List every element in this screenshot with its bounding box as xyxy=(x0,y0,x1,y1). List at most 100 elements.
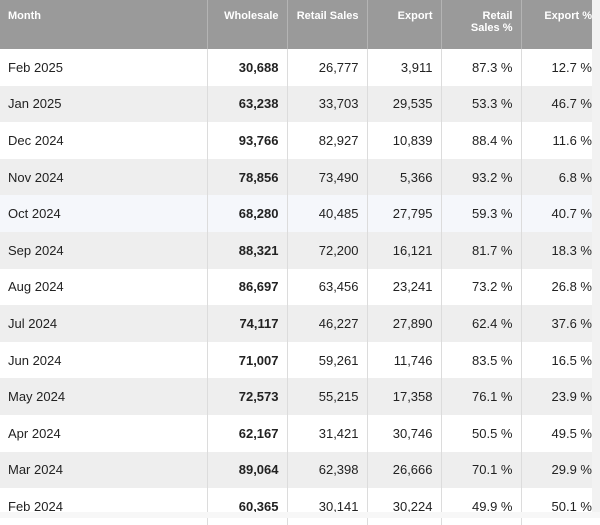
table-row: Mar 2024 89,064 62,398 26,666 70.1 % 29.… xyxy=(0,451,600,489)
export-cell: 11,746 xyxy=(366,341,441,379)
export-cell: 26,666 xyxy=(366,451,441,489)
export-pct-cell: 16.5 % xyxy=(520,341,600,379)
export-pct-cell: 46.7 % xyxy=(520,85,600,123)
month-cell: Jul 2024 xyxy=(0,305,207,342)
retail-pct-cell: 50.5 % xyxy=(440,414,521,452)
table-row: Sep 2024 88,321 72,200 16,121 81.7 % 18.… xyxy=(0,231,600,269)
export-pct-cell: 6.8 % xyxy=(520,158,600,196)
export-cell: 30,224 xyxy=(366,488,441,525)
retail-pct-cell: 83.5 % xyxy=(440,341,521,379)
table-row: Nov 2024 78,856 73,490 5,366 93.2 % 6.8 … xyxy=(0,158,600,196)
wholesale-cell: 60,365 xyxy=(206,488,287,525)
table-row: Apr 2024 62,167 31,421 30,746 50.5 % 49.… xyxy=(0,414,600,452)
table-row: Feb 2024 60,365 30,141 30,224 49.9 % 50.… xyxy=(0,488,600,525)
export-pct-cell: 29.9 % xyxy=(520,451,600,489)
retail-pct-cell: 53.3 % xyxy=(440,85,521,123)
retail-pct-cell: 49.9 % xyxy=(440,488,521,525)
retail-pct-cell: 87.3 % xyxy=(440,49,521,86)
wholesale-cell: 68,280 xyxy=(206,195,287,232)
column-header-export[interactable]: Export xyxy=(366,0,441,49)
month-cell: Jan 2025 xyxy=(0,85,207,123)
retail-cell: 46,227 xyxy=(286,305,367,342)
month-cell: Oct 2024 xyxy=(0,195,207,232)
retail-cell: 55,215 xyxy=(286,378,367,415)
retail-pct-cell: 59.3 % xyxy=(440,195,521,232)
retail-cell: 31,421 xyxy=(286,414,367,452)
wholesale-cell: 93,766 xyxy=(206,122,287,159)
table-row: May 2024 72,573 55,215 17,358 76.1 % 23.… xyxy=(0,378,600,415)
export-pct-cell: 18.3 % xyxy=(520,231,600,269)
month-cell: Sep 2024 xyxy=(0,231,207,269)
retail-cell: 33,703 xyxy=(286,85,367,123)
column-header-month[interactable]: Month xyxy=(0,0,207,49)
table-row: Aug 2024 86,697 63,456 23,241 73.2 % 26.… xyxy=(0,268,600,306)
wholesale-cell: 72,573 xyxy=(206,378,287,415)
retail-pct-cell: 93.2 % xyxy=(440,158,521,196)
month-cell: Mar 2024 xyxy=(0,451,207,489)
wholesale-cell: 88,321 xyxy=(206,231,287,269)
scrollbar-track[interactable] xyxy=(592,0,600,518)
month-cell: Feb 2025 xyxy=(0,49,207,86)
retail-pct-cell: 88.4 % xyxy=(440,122,521,159)
retail-cell: 26,777 xyxy=(286,49,367,86)
export-cell: 23,241 xyxy=(366,268,441,306)
retail-cell: 40,485 xyxy=(286,195,367,232)
export-cell: 30,746 xyxy=(366,414,441,452)
export-pct-cell: 50.1 % xyxy=(520,488,600,525)
table-row-highlighted: Oct 2024 68,280 40,485 27,795 59.3 % 40.… xyxy=(0,195,600,232)
retail-pct-cell: 81.7 % xyxy=(440,231,521,269)
export-pct-cell: 49.5 % xyxy=(520,414,600,452)
retail-cell: 82,927 xyxy=(286,122,367,159)
month-cell: Nov 2024 xyxy=(0,158,207,196)
export-cell: 10,839 xyxy=(366,122,441,159)
month-cell: Aug 2024 xyxy=(0,268,207,306)
retail-cell: 30,141 xyxy=(286,488,367,525)
table-header-row: Month Wholesale Retail Sales Export Reta… xyxy=(0,0,600,49)
export-cell: 27,795 xyxy=(366,195,441,232)
table-row: Jun 2024 71,007 59,261 11,746 83.5 % 16.… xyxy=(0,341,600,379)
wholesale-cell: 89,064 xyxy=(206,451,287,489)
month-cell: Apr 2024 xyxy=(0,414,207,452)
retail-pct-cell: 76.1 % xyxy=(440,378,521,415)
column-header-export-pct[interactable]: Export % xyxy=(520,0,600,49)
wholesale-cell: 63,238 xyxy=(206,85,287,123)
export-cell: 5,366 xyxy=(366,158,441,196)
table-row: Jan 2025 63,238 33,703 29,535 53.3 % 46.… xyxy=(0,85,600,123)
table-row: Feb 2025 30,688 26,777 3,911 87.3 % 12.7… xyxy=(0,49,600,86)
table-bottom-edge xyxy=(0,512,600,518)
export-cell: 27,890 xyxy=(366,305,441,342)
retail-cell: 63,456 xyxy=(286,268,367,306)
export-cell: 29,535 xyxy=(366,85,441,123)
wholesale-cell: 74,117 xyxy=(206,305,287,342)
month-cell: Feb 2024 xyxy=(0,488,207,525)
export-pct-cell: 26.8 % xyxy=(520,268,600,306)
wholesale-cell: 62,167 xyxy=(206,414,287,452)
retail-pct-cell: 73.2 % xyxy=(440,268,521,306)
retail-cell: 62,398 xyxy=(286,451,367,489)
table-row: Jul 2024 74,117 46,227 27,890 62.4 % 37.… xyxy=(0,305,600,342)
retail-pct-cell: 70.1 % xyxy=(440,451,521,489)
export-cell: 3,911 xyxy=(366,49,441,86)
retail-cell: 72,200 xyxy=(286,231,367,269)
column-header-wholesale[interactable]: Wholesale xyxy=(206,0,287,49)
export-pct-cell: 12.7 % xyxy=(520,49,600,86)
retail-cell: 73,490 xyxy=(286,158,367,196)
month-cell: Dec 2024 xyxy=(0,122,207,159)
month-cell: May 2024 xyxy=(0,378,207,415)
table-row: Dec 2024 93,766 82,927 10,839 88.4 % 11.… xyxy=(0,122,600,159)
wholesale-cell: 30,688 xyxy=(206,49,287,86)
wholesale-cell: 71,007 xyxy=(206,341,287,379)
retail-pct-header-label: Retail Sales % xyxy=(470,10,513,34)
export-pct-cell: 37.6 % xyxy=(520,305,600,342)
column-header-retail-sales-pct[interactable]: Retail Sales % xyxy=(440,0,521,49)
month-cell: Jun 2024 xyxy=(0,341,207,379)
export-cell: 17,358 xyxy=(366,378,441,415)
export-pct-cell: 11.6 % xyxy=(520,122,600,159)
wholesale-cell: 86,697 xyxy=(206,268,287,306)
column-header-retail-sales[interactable]: Retail Sales xyxy=(286,0,367,49)
wholesale-cell: 78,856 xyxy=(206,158,287,196)
retail-pct-cell: 62.4 % xyxy=(440,305,521,342)
retail-cell: 59,261 xyxy=(286,341,367,379)
